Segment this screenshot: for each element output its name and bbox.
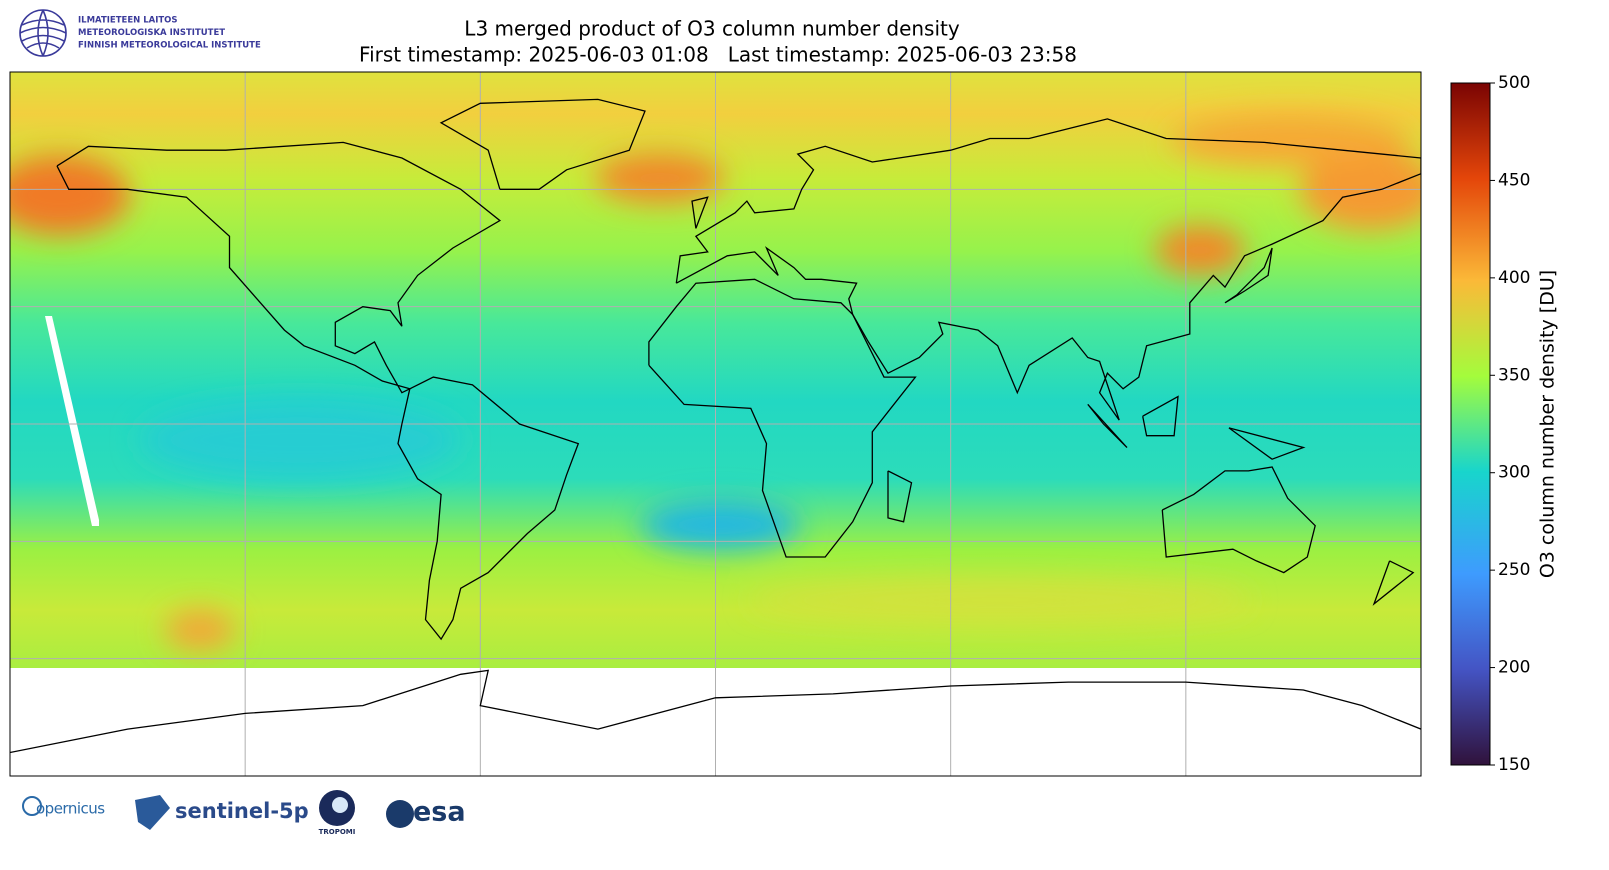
ozone-highs [10,115,1421,650]
colorbar-tick-label: 500 [1498,73,1530,93]
logo-line: METEOROLOGISKA INSTITUTET [78,28,225,38]
logo-text: esa [413,797,466,828]
logo-text: ILMATIETEEN LAITOS METEOROLOGISKA INSTITU… [78,16,261,51]
sentinel-logo: sentinel-5p [135,795,309,830]
coastline [675,118,1421,421]
map [10,72,1421,776]
colorbar-tick-label: 350 [1498,365,1530,385]
graticule [10,72,1421,776]
colorbar-label: O3 column number density [DU] [1537,270,1559,578]
subtitle: First timestamp: 2025-06-03 01:08 Last t… [359,43,1077,67]
coastline [10,669,1421,754]
coastline [1142,395,1179,437]
coastline [1228,427,1306,460]
tropomi-logo: TROPOMI [319,790,356,836]
colorbar-tick-label: 400 [1498,268,1530,288]
title: L3 merged product of O3 column number de… [464,17,960,41]
coastline [1224,247,1273,304]
coastline [1372,560,1415,606]
logo-line: FINNISH METEOROLOGICAL INSTITUTE [78,41,261,51]
copernicus-logo: opernicus [22,796,106,818]
colorbar-tick-label: 450 [1498,170,1530,190]
logo-line: ILMATIETEEN LAITOS [78,16,178,26]
coastline [439,98,646,190]
coastline [1087,403,1128,448]
logo-text: TROPOMI [319,828,356,836]
logo-text: opernicus [36,800,105,818]
logo-text: sentinel-5p [175,799,309,823]
no-data-stripe [45,316,99,526]
fmi-logo [19,9,67,57]
colorbar-tick-label: 200 [1498,658,1530,678]
colorbar-tick-label: 300 [1498,463,1530,483]
coastline [1161,466,1316,574]
coastlines [10,98,1421,754]
colorbar-tick-label: 150 [1498,755,1530,775]
map-frame [9,71,1422,777]
coastline [56,141,502,394]
coastline [887,470,913,523]
coastline [691,196,709,229]
colorbar-tick-label: 250 [1498,560,1530,580]
esa-logo: esa [386,797,466,828]
coastline [397,376,580,641]
coastline [648,278,917,558]
colorbar [1450,82,1491,766]
colorbar-ticks: 150 200 250 300 350 400 450 500 [1490,73,1530,775]
